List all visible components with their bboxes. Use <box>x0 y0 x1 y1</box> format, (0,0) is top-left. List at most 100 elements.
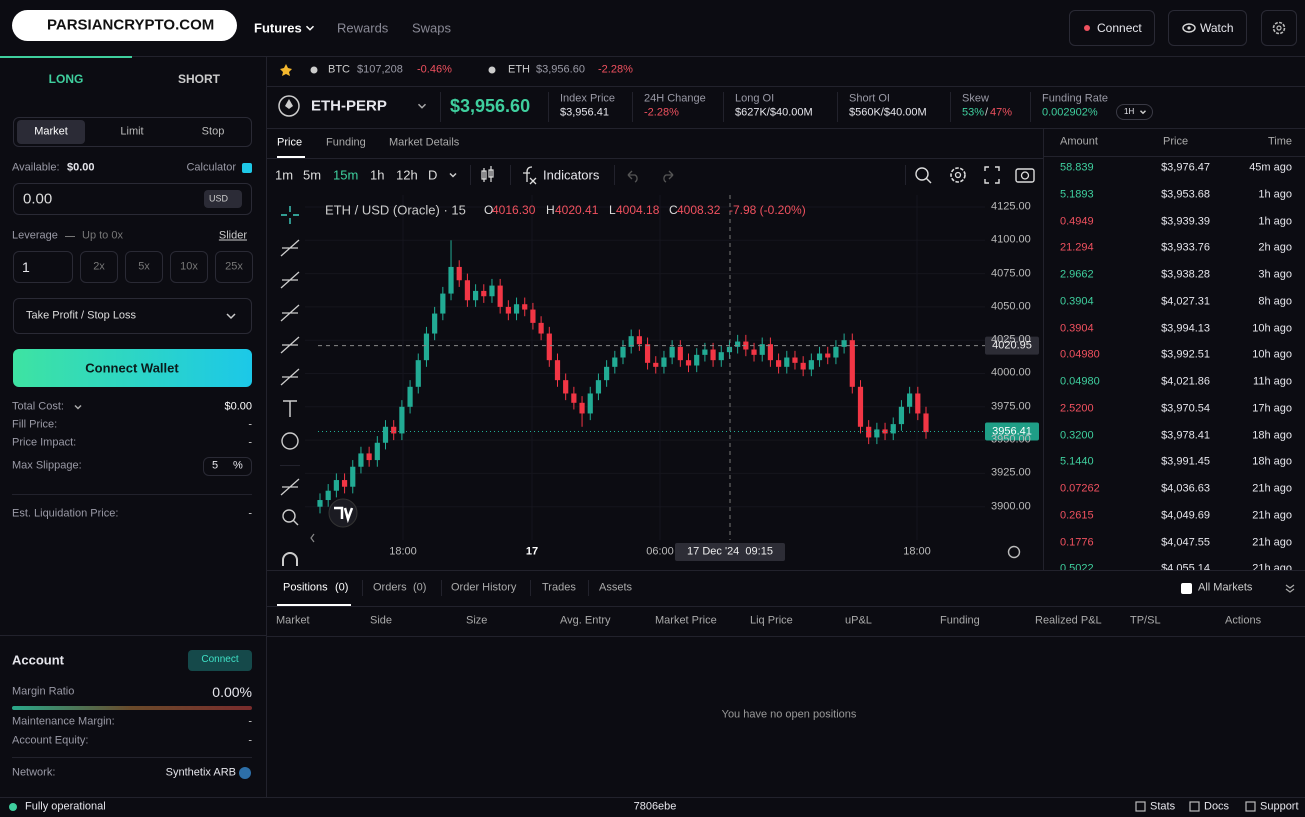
footer-link[interactable]: Docs <box>1204 800 1230 813</box>
interval-button[interactable]: D <box>428 167 438 183</box>
label: 1H <box>1124 107 1135 116</box>
footer-link[interactable]: Support <box>1260 800 1299 813</box>
indicators-button[interactable]: Indicators <box>543 167 600 183</box>
divider <box>267 606 1305 607</box>
logo <box>12 10 237 41</box>
positions-tab[interactable]: Order History <box>451 581 517 594</box>
trade-time: 18h ago <box>1252 455 1292 468</box>
connect-wallet-button[interactable] <box>13 349 252 387</box>
candle-body <box>833 346 839 358</box>
label: - <box>248 418 252 431</box>
label: Fill Price: <box>12 418 58 431</box>
positions-tab[interactable]: Trades <box>542 581 576 594</box>
calculator-link[interactable]: Calculator <box>186 161 236 174</box>
settings-button[interactable] <box>1261 10 1297 46</box>
positions-tab[interactable]: Positions <box>283 581 328 594</box>
order-type-tab[interactable]: Market <box>34 125 68 138</box>
crosshair-price-box <box>985 336 1039 355</box>
coin-icon <box>310 66 318 74</box>
settings-icon <box>954 171 962 179</box>
trade-price: $3,933.76 <box>1161 241 1210 254</box>
checkbox[interactable] <box>1181 583 1192 594</box>
trade-time: 21h ago <box>1252 482 1292 495</box>
label: $0.00 <box>224 400 252 413</box>
trade-time: 11h ago <box>1253 375 1292 388</box>
leverage-option-label[interactable]: 10x <box>180 260 198 273</box>
footer-link[interactable]: Stats <box>1150 800 1176 813</box>
candle-body <box>636 336 642 345</box>
eye-icon <box>1182 23 1196 33</box>
all-markets-toggle[interactable]: All Markets <box>1198 581 1253 594</box>
account-connect-button[interactable] <box>188 650 252 671</box>
nav-link[interactable]: Futures <box>254 20 302 36</box>
slider-link[interactable]: Slider <box>218 229 247 242</box>
status-dot <box>9 803 17 811</box>
candle-body <box>325 490 331 501</box>
candle-body <box>382 426 389 443</box>
watch-button[interactable] <box>1168 10 1247 46</box>
side-tab[interactable]: SHORT <box>178 72 220 86</box>
trade-price: $4,021.86 <box>1161 375 1210 388</box>
tpsl-select[interactable] <box>13 298 252 334</box>
column-header: Market <box>276 614 310 627</box>
slippage-input[interactable] <box>203 457 252 476</box>
market-name[interactable]: ETH-PERP <box>311 97 387 115</box>
leverage-input[interactable] <box>13 251 73 283</box>
market-price: $3,956.60 <box>450 96 531 116</box>
order-type-tab[interactable]: Stop <box>201 125 225 138</box>
ohlc-value: 4016.30 <box>492 203 536 217</box>
chevron-icon <box>449 172 457 178</box>
leverage-option-label[interactable]: 2x <box>93 260 105 273</box>
candle-body <box>784 357 790 367</box>
funding-period-select[interactable] <box>1116 104 1153 120</box>
tool-icon <box>280 478 300 496</box>
nav-link[interactable]: Swaps <box>412 20 452 36</box>
currency-select[interactable] <box>204 190 242 208</box>
candle-body <box>775 360 782 367</box>
candle-body <box>685 360 692 366</box>
leverage-option[interactable] <box>80 251 118 283</box>
chevron-icon <box>226 313 236 320</box>
leverage-option-label[interactable]: 5x <box>138 260 150 273</box>
x-tick-label: 17 <box>525 545 539 558</box>
label: -0.46% <box>417 63 452 76</box>
button-label[interactable]: Connect Wallet <box>85 360 179 376</box>
coin-icon <box>488 66 496 74</box>
nav-link[interactable]: Rewards <box>337 20 389 36</box>
trade-time: 18h ago <box>1252 429 1292 441</box>
y-tick-label: 3975.00 <box>991 400 1031 413</box>
chart-tab[interactable]: Funding <box>326 136 366 149</box>
calculator-icon <box>242 163 252 173</box>
leverage-option[interactable] <box>125 251 163 283</box>
connect-button[interactable] <box>1069 10 1155 46</box>
chart-tab[interactable]: Price <box>277 136 303 149</box>
amount-input[interactable] <box>13 183 252 215</box>
label: 5 <box>212 459 219 472</box>
order-type-tab[interactable]: Limit <box>120 125 144 138</box>
interval-button[interactable]: 15m <box>333 167 359 183</box>
label: Price Impact: <box>12 436 77 449</box>
divider <box>530 580 531 596</box>
leverage-option[interactable] <box>215 251 253 283</box>
button-label[interactable]: Connect <box>201 654 239 665</box>
positions-tab[interactable]: Assets <box>599 581 633 594</box>
candle-body <box>661 357 667 367</box>
interval-button[interactable]: 12h <box>396 167 418 183</box>
trade-amount: 5.1893 <box>1060 188 1094 201</box>
interval-button[interactable]: 5m <box>303 167 322 183</box>
chart-tab[interactable]: Market Details <box>389 136 460 149</box>
tool-icon <box>280 271 300 289</box>
leverage-option[interactable] <box>170 251 208 283</box>
trade-amount: 0.4949 <box>1060 215 1094 227</box>
coin-icon <box>285 99 293 109</box>
trade-price: $3,994.13 <box>1161 322 1210 334</box>
interval-button[interactable]: 1h <box>370 167 385 183</box>
chevron-icon <box>305 25 315 31</box>
chart-settings-icon <box>1007 545 1021 559</box>
leverage-option-label[interactable]: 25x <box>225 260 243 273</box>
candle-body <box>522 304 528 310</box>
side-tab[interactable]: LONG <box>48 72 84 86</box>
interval-button[interactable]: 1m <box>275 167 294 183</box>
candle-body <box>464 280 471 301</box>
positions-tab[interactable]: Orders <box>373 581 407 594</box>
